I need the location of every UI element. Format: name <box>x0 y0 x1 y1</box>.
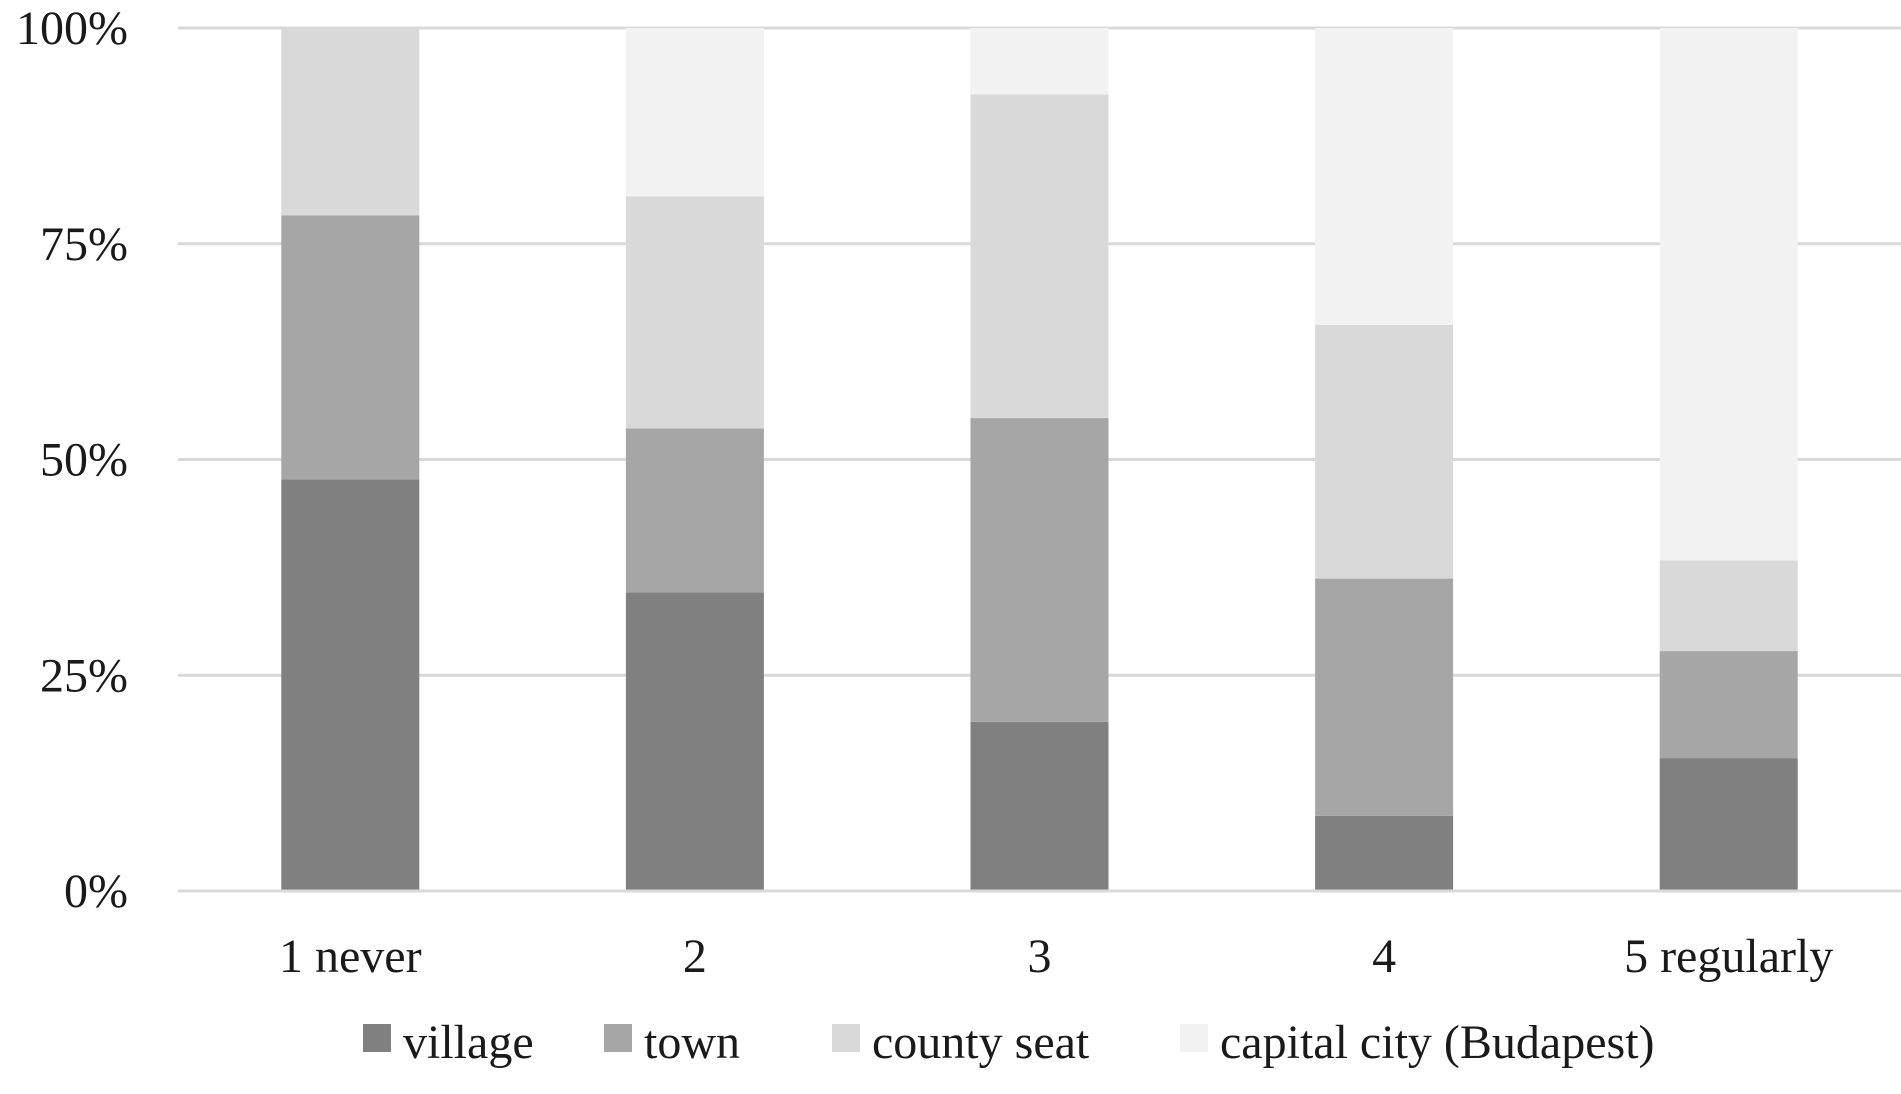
bar-segment-county-seat <box>1659 560 1798 652</box>
bar-segment-village <box>1315 815 1454 891</box>
y-axis: 0% 25% 50% 75% 100% <box>16 2 128 918</box>
x-tick-label: 4 <box>1372 930 1396 983</box>
y-tick-label: 25% <box>40 649 128 702</box>
bar-segment-town <box>625 428 764 593</box>
bars <box>281 28 1798 891</box>
bar-segment-village <box>970 721 1109 891</box>
x-tick-label: 1 never <box>279 930 422 983</box>
bar-segment-capital-city-budapest <box>1315 28 1454 325</box>
bar-segment-town <box>281 215 420 480</box>
bar-segment-capital-city-budapest <box>1659 28 1798 561</box>
bar-segment-town <box>970 418 1109 722</box>
bar-segment-capital-city-budapest <box>625 28 764 197</box>
legend-swatch <box>604 1024 632 1052</box>
x-axis: 1 never 2 3 4 5 regularly <box>178 889 1901 983</box>
x-tick-label: 5 regularly <box>1624 930 1833 983</box>
bar-segment-capital-city-budapest <box>970 28 1109 95</box>
bar-segment-town <box>1315 578 1454 816</box>
bar-segment-village <box>625 592 764 891</box>
bar-segment-county-seat <box>970 94 1109 419</box>
bar-segment-county-seat <box>625 196 764 429</box>
y-tick-label: 75% <box>40 218 128 271</box>
bar-segment-village <box>281 479 420 891</box>
bar-segment-county-seat <box>281 28 420 216</box>
y-tick-label: 0% <box>64 865 128 918</box>
legend-swatch <box>832 1024 860 1052</box>
bar-segment-town <box>1659 651 1798 759</box>
y-tick-label: 100% <box>16 2 128 55</box>
bar-segment-village <box>1659 758 1798 891</box>
y-tick-label: 50% <box>40 434 128 487</box>
legend-label: county seat <box>872 1016 1090 1069</box>
legend-label: village <box>403 1016 534 1069</box>
legend-swatch <box>363 1024 391 1052</box>
x-tick-label: 2 <box>683 930 707 983</box>
bar-segment-county-seat <box>1315 324 1454 579</box>
legend-swatch <box>1180 1024 1208 1052</box>
legend-label: capital city (Budapest) <box>1220 1016 1655 1069</box>
legend-label: town <box>644 1016 740 1069</box>
legend: village town county seat capital city (Buda… <box>363 1016 1655 1069</box>
x-tick-label: 3 <box>1028 930 1052 983</box>
